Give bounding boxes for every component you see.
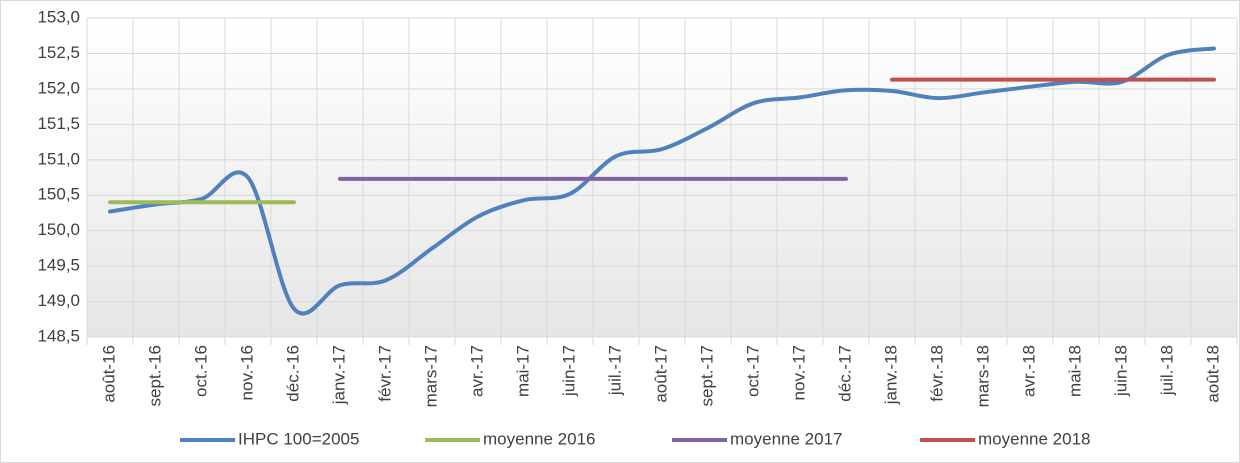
- x-tick-label: mars-18: [973, 345, 992, 407]
- x-tick-label: mai-18: [1065, 345, 1084, 397]
- x-tick-label: sept.-17: [697, 345, 716, 406]
- x-tick-label: déc.-17: [835, 345, 854, 402]
- y-tick-label: 153,0: [37, 7, 80, 26]
- x-tick-label: juin-18: [1111, 345, 1130, 397]
- x-tick-label: août-16: [99, 345, 118, 403]
- x-tick-label: sept.-16: [145, 345, 164, 406]
- x-tick-label: juil.-18: [1157, 345, 1176, 396]
- legend-label: moyenne 2017: [730, 429, 842, 448]
- y-tick-label: 148,5: [37, 326, 80, 345]
- x-tick-label: déc.-16: [283, 345, 302, 402]
- x-tick-label: mars-17: [421, 345, 440, 407]
- y-tick-label: 150,0: [37, 220, 80, 239]
- y-tick-label: 152,5: [37, 43, 80, 62]
- x-tick-label: oct.-17: [743, 345, 762, 397]
- legend-label: moyenne 2016: [483, 429, 595, 448]
- x-tick-label: mai-17: [513, 345, 532, 397]
- y-tick-label: 152,0: [37, 78, 80, 97]
- x-tick-label: nov.-16: [237, 345, 256, 400]
- x-tick-label: oct.-16: [191, 345, 210, 397]
- x-tick-label: juil.-17: [605, 345, 624, 396]
- x-tick-label: août-18: [1203, 345, 1222, 403]
- x-tick-label: nov.-17: [789, 345, 808, 400]
- y-tick-label: 150,5: [37, 185, 80, 204]
- x-tick-label: févr.-18: [927, 345, 946, 402]
- y-tick-label: 149,5: [37, 256, 80, 275]
- x-tick-label: janv.-17: [329, 345, 348, 405]
- y-tick-label: 149,0: [37, 291, 80, 310]
- series-line: [108, 46, 1216, 316]
- legend-label: moyenne 2018: [978, 429, 1090, 448]
- x-tick-label: avr.-17: [467, 345, 486, 397]
- x-tick-label: juin-17: [559, 345, 578, 397]
- y-tick-label: 151,0: [37, 149, 80, 168]
- x-tick-label: avr.-18: [1019, 345, 1038, 397]
- y-tick-label: 151,5: [37, 114, 80, 133]
- x-tick-label: janv.-18: [881, 345, 900, 405]
- legend-label: IHPC 100=2005: [238, 429, 359, 448]
- x-tick-label: août-17: [651, 345, 670, 403]
- x-tick-label: févr.-17: [375, 345, 394, 402]
